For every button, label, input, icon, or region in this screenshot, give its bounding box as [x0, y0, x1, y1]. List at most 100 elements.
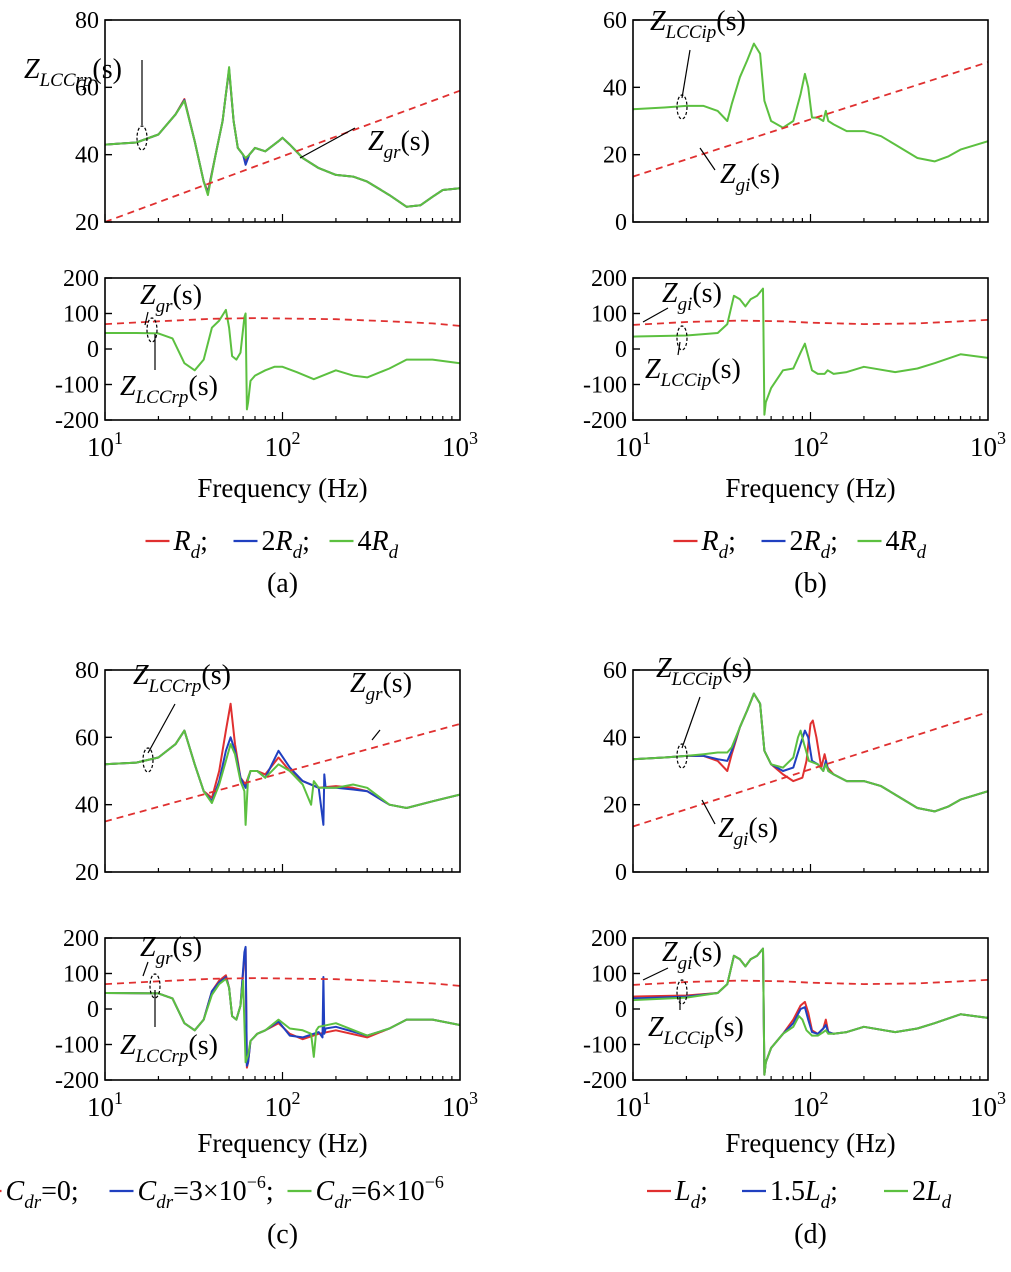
- p3-mag-axes-frame: [632, 669, 989, 873]
- p0-legend-entry-0: Rd;: [173, 526, 208, 563]
- p1-phase-xtick-label: 102: [793, 428, 829, 462]
- p2-mag-series-line-2: [105, 729, 460, 826]
- p0-xlabel: Frequency (Hz): [197, 473, 367, 503]
- p1-mag-ytick-label: 20: [603, 143, 627, 169]
- p2-phase-xtick-label: 102: [265, 1088, 301, 1122]
- p0-panel-label: (a): [267, 568, 298, 599]
- p0-phase-series-reference-dashed: [105, 317, 460, 327]
- p3-legend-entry-0: Ld;: [674, 1176, 708, 1213]
- p0-mag-ellipse-marker: [136, 125, 148, 151]
- p2-mag-axes-frame: [104, 669, 461, 873]
- p3-legend-entry-1: 1.5Ld;: [770, 1176, 838, 1213]
- p1-legend: Rd; 2Rd; 4Rd: [673, 526, 927, 563]
- p1-mag-ytick-label: 0: [615, 210, 627, 236]
- p3-mag-series-line-2: [633, 692, 988, 813]
- p0-legend-entry-1: 2Rd;: [262, 526, 310, 563]
- p2-mag-series-line-1: [105, 729, 460, 826]
- p3-mag-annotation: ZLCCip(s): [656, 653, 752, 690]
- p1-mag-leader-line: [681, 49, 691, 99]
- p1-phase-ytick-label: 100: [591, 302, 627, 328]
- p1-phase-ytick-label: -100: [583, 373, 627, 399]
- p0-phase-annotation: ZLCCrp(s): [120, 371, 218, 408]
- p1-phase-ytick-label: 200: [591, 266, 627, 292]
- p2-mag-annotation: ZLCCrp(s): [133, 660, 231, 697]
- p1-mag-leader-line: [699, 147, 716, 171]
- p1-phase-xtick-label: 103: [970, 428, 1006, 462]
- p1-mag-ellipse-marker: [676, 94, 688, 120]
- panel-c: 20 40 60 80 -200 -100 0 100 200 101 102 103 Frequenc…: [0, 658, 478, 1250]
- p2-mag-ytick-label: 60: [75, 725, 99, 751]
- p2-legend-entry-0: Cdr=0;: [6, 1176, 79, 1213]
- p2-mag-ytick-label: 80: [75, 658, 99, 684]
- p0-mag-ytick-label: 40: [75, 143, 99, 169]
- p1-phase-annotation: ZLCCip(s): [645, 354, 741, 391]
- panel-d: 0 20 40 60 -200 -100 0 100 200 101 102 103 Frequency…: [583, 653, 1006, 1250]
- p2-xlabel: Frequency (Hz): [197, 1128, 367, 1158]
- p2-legend-entry-1: Cdr=3×10−6;: [138, 1172, 274, 1213]
- p3-mag-ytick-label: 20: [603, 793, 627, 819]
- p0-mag-series-reference-dashed: [105, 89, 460, 222]
- p1-mag-series-line-0: [633, 42, 988, 163]
- p3-mag-ellipse-marker: [676, 743, 688, 769]
- p1-phase-ytick-label: 0: [615, 337, 627, 363]
- p0-phase-ellipse-marker: [146, 317, 158, 343]
- p0-phase-series-line-0: [105, 308, 460, 411]
- p2-phase-ellipse-marker: [149, 973, 161, 999]
- p2-legend-entry-2: Cdr=6×10−6: [316, 1172, 444, 1213]
- p2-phase-annotation: Zgr(s): [140, 932, 202, 969]
- p3-phase-xtick-label: 101: [615, 1088, 651, 1122]
- p0-mag-series-line-2: [105, 66, 460, 208]
- p3-phase-ytick-label: -100: [583, 1033, 627, 1059]
- p1-phase-ytick-label: -200: [583, 408, 627, 434]
- p0-legend-entry-2: 4Rd: [358, 526, 399, 563]
- p1-mag-annotation: ZLCCip(s): [650, 6, 746, 43]
- p0-phase-xtick-label: 101: [87, 428, 123, 462]
- p2-mag-series-reference-dashed: [105, 723, 460, 823]
- p1-phase-annotation: Zgi(s): [662, 278, 722, 315]
- p0-phase-xtick-label: 103: [442, 428, 478, 462]
- p1-phase-series-line-0: [633, 287, 988, 416]
- p1-phase-ellipse-marker: [676, 325, 688, 351]
- p0-phase-ytick-label: -200: [55, 408, 99, 434]
- p2-phase-ytick-label: 100: [63, 962, 99, 988]
- p1-mag-axes-frame: [632, 19, 989, 223]
- p0-mag-axes-frame: [104, 19, 461, 223]
- p0-mag-ytick-label: 80: [75, 8, 99, 34]
- p1-xlabel: Frequency (Hz): [725, 473, 895, 503]
- p1-phase-series-reference-dashed: [633, 319, 988, 326]
- p0-phase-annotation: Zgr(s): [140, 280, 202, 317]
- p2-mag-ytick-label: 20: [75, 860, 99, 886]
- p0-mag-leader-line: [299, 127, 356, 159]
- p3-mag-ytick-label: 60: [603, 658, 627, 684]
- p3-phase-annotation: ZLCCip(s): [648, 1012, 744, 1049]
- p2-phase-xtick-label: 103: [442, 1088, 478, 1122]
- p3-phase-ytick-label: -200: [583, 1068, 627, 1094]
- p2-mag-ytick-label: 40: [75, 793, 99, 819]
- p0-phase-ytick-label: -100: [55, 373, 99, 399]
- p3-phase-xtick-label: 103: [970, 1088, 1006, 1122]
- p2-panel-label: (c): [267, 1219, 298, 1250]
- p3-phase-series-line-2: [633, 947, 988, 1076]
- p3-phase-ytick-label: 0: [615, 997, 627, 1023]
- p2-phase-series-reference-dashed: [105, 977, 460, 987]
- panel-b: 0 20 40 60 -200 -100 0 100 200 101 102 103 Frequency…: [583, 6, 1006, 599]
- p3-phase-ellipse-marker: [676, 979, 688, 1005]
- p3-phase-annotation: Zgi(s): [662, 937, 722, 974]
- p3-mag-leader-line: [701, 799, 716, 825]
- p2-phase-xtick-label: 101: [87, 1088, 123, 1122]
- p0-mag-annotation: Zgr(s): [368, 126, 430, 163]
- p1-legend-entry-0: Rd;: [701, 526, 736, 563]
- p3-mag-ytick-label: 40: [603, 725, 627, 751]
- p0-mag-ytick-label: 20: [75, 210, 99, 236]
- p2-mag-leader-line: [371, 729, 381, 741]
- p1-phase-leader-line: [642, 307, 669, 323]
- p0-legend: Rd; 2Rd; 4Rd: [145, 526, 399, 563]
- p2-mag-annotation: Zgr(s): [350, 668, 412, 705]
- p3-mag-ytick-label: 0: [615, 860, 627, 886]
- p2-phase-ytick-label: 200: [63, 926, 99, 952]
- p1-mag-series-reference-dashed: [633, 61, 988, 178]
- p2-mag-ellipse-marker: [142, 747, 154, 773]
- p0-phase-ytick-label: 0: [87, 337, 99, 363]
- p2-phase-ytick-label: -100: [55, 1033, 99, 1059]
- p3-phase-ytick-label: 100: [591, 962, 627, 988]
